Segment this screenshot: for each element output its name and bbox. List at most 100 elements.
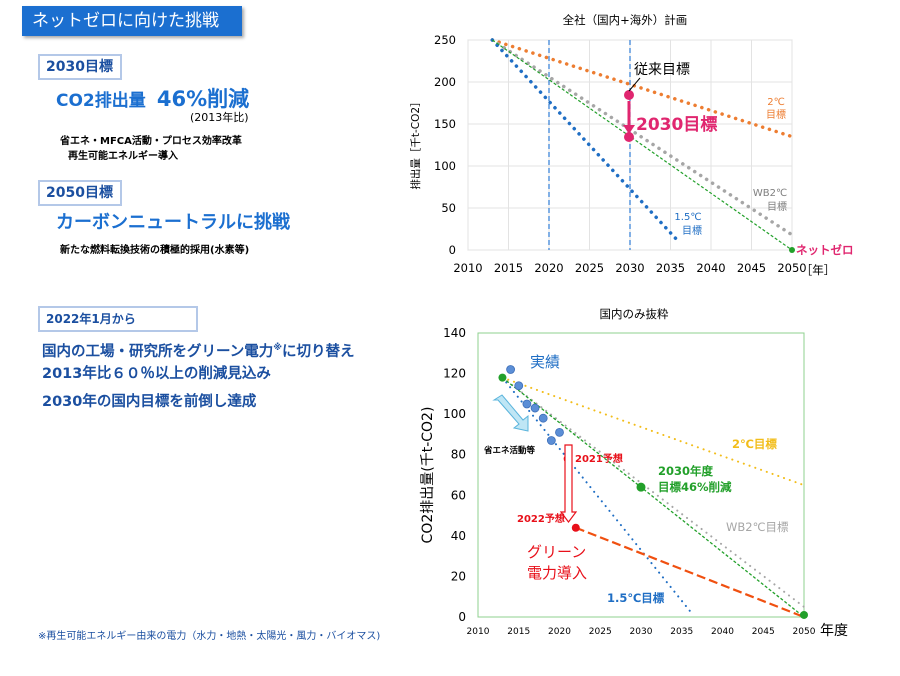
target-2050-headline: カーボンニュートラルに挑戦 — [56, 212, 290, 233]
chart1-netzero-label: ネットゼロ — [796, 243, 854, 257]
chart2-ytick-label: 100 — [443, 407, 466, 421]
chart2-actual-point — [506, 365, 515, 374]
chart2-actual-point — [522, 399, 532, 409]
chart2-series-line — [501, 376, 805, 608]
since-line-1: 国内の工場・研究所をグリーン電力※に切り替え — [42, 340, 355, 361]
chart1-xlabel: ［年］ — [801, 263, 836, 277]
chart2-2c-label: 2℃目標 — [732, 437, 777, 451]
chart2-xtick-label: 2025 — [589, 627, 612, 637]
chart2-series-line — [501, 376, 691, 612]
chart2-plot-area — [477, 332, 805, 618]
chart1-ytick-label: 0 — [449, 243, 456, 257]
chart1-series-line — [491, 39, 793, 251]
chart2-ylabel: CO2排出量(千t-CO2) — [420, 407, 436, 544]
chart1-series-line — [490, 38, 681, 244]
since-line-2: 2013年比６０％以上の削減見込み — [42, 366, 271, 382]
chart1-series — [490, 38, 795, 253]
legacy-target-marker — [624, 90, 634, 100]
chart2-ytick-label: 0 — [458, 610, 466, 624]
chart1-ytick-label: 250 — [434, 33, 456, 47]
chart1-title: 全社（国内+海外）計画 — [563, 13, 688, 27]
chart2-ytick-label: 60 — [451, 488, 466, 502]
chart1-ytick-label: 200 — [434, 75, 456, 89]
chart2-ytick-label: 40 — [451, 529, 466, 543]
since-line-1b: に切り替え — [282, 344, 355, 360]
chart1-ticks: 0 50 100 150 200 250 2010 2015 2020 2025 2030 2035 2… — [434, 33, 807, 275]
chart2-xtick-label: 2010 — [467, 627, 490, 637]
actual-label: 実績 — [530, 353, 560, 371]
co2-label: CO2排出量 — [56, 91, 146, 111]
chart1-series-line — [490, 38, 794, 139]
chart1-15c-label-2: 目標 — [682, 224, 702, 237]
chart2-15c-label: 1.5℃目標 — [607, 591, 665, 605]
chart2-xtick-label: 2050 — [793, 627, 816, 637]
chart1-xtick-label: 2045 — [737, 261, 766, 275]
chart2-ytick-label: 120 — [443, 367, 466, 381]
since-line-3: 2030年の国内目標を前倒し達成 — [42, 394, 257, 410]
chart2-target-label-1: 2030年度 — [658, 464, 714, 478]
chart2-xlabel: 年度 — [820, 623, 848, 639]
target-2050-tag: 2050目標 — [38, 180, 122, 206]
green-power-label-2: 電力導入 — [527, 564, 587, 582]
chart2-key-point — [571, 523, 580, 532]
chart2-actual-point — [538, 413, 548, 423]
chart2-ytick-label: 20 — [451, 569, 466, 583]
since-line-1a: 国内の工場・研究所をグリーン電力 — [42, 344, 274, 360]
chart1-xtick-label: 2040 — [696, 261, 725, 275]
chart1-reference-lines — [548, 40, 631, 250]
new-target-marker — [624, 132, 634, 142]
chart1-xtick-label: 2010 — [453, 261, 482, 275]
chart2-xtick-label: 2035 — [670, 627, 693, 637]
reduction-46: 46%削減 — [156, 87, 250, 111]
chart1-netzero-point — [789, 247, 795, 253]
since-2022-tag: 2022年1月から — [38, 306, 198, 332]
chart1-2c-label-2: 目標 — [766, 108, 786, 121]
chart2-actual-point — [530, 403, 540, 413]
chart1-2c-label-1: 2℃ — [767, 97, 785, 108]
target-2030-headline: CO2排出量 46%削減 — [56, 83, 249, 113]
chart-global-plan: 全社（国内+海外）計画 0 50 100 150 200 250 2010 2015 2020 2… — [409, 13, 854, 277]
chart1-ylabel: 排出量［千t-CO2］ — [409, 96, 422, 189]
chart1-ytick-label: 50 — [441, 201, 456, 215]
forecast-2021-label: 2021予想 — [575, 452, 623, 465]
footnote-mark: ※ — [273, 343, 283, 354]
chart2-wb2c-label: WB2℃目標 — [726, 520, 789, 534]
chart1-15c-label-1: 1.5℃ — [674, 212, 701, 223]
chart1-series-line — [490, 38, 794, 237]
chart2-series-line — [575, 526, 805, 619]
base-year-note: (2013年比) — [190, 111, 249, 124]
chart1-xtick-label: 2030 — [615, 261, 644, 275]
target-shift-arrowhead — [623, 125, 635, 134]
chart2-xtick-label: 2020 — [548, 627, 571, 637]
chart2-target-label-2: 目標46%削減 — [658, 480, 732, 494]
chart2-actual-point — [546, 436, 556, 445]
chart1-xtick-label: 2020 — [534, 261, 563, 275]
chart2-ytick-label: 140 — [443, 326, 466, 340]
footnote: ※再生可能エネルギー由来の電力（水力・地熱・太陽光・風力・バイオマス) — [38, 631, 381, 642]
chart1-wb2c-label-2: 目標 — [767, 200, 787, 213]
target-2030-tag: 2030目標 — [38, 54, 122, 80]
chart1-ytick-label: 100 — [434, 159, 456, 173]
target-2030-detail-1: 省エネ・MFCA活動・プロセス効率改革 — [60, 136, 242, 147]
chart2-xtick-label: 2040 — [711, 627, 734, 637]
chart2-ytick-label: 80 — [451, 448, 466, 462]
legacy-target-label: 従来目標 — [634, 62, 690, 78]
chart1-wb2c-label-1: WB2℃ — [753, 188, 787, 199]
chart1-xtick-label: 2015 — [494, 261, 523, 275]
target-2030-detail-2: 再生可能エネルギー導入 — [68, 151, 178, 162]
chart2-title: 国内のみ抜粋 — [600, 307, 669, 321]
new-target-label: 2030目標 — [636, 114, 717, 135]
target-2050-detail: 新たな燃料転換技術の積極的採用(水素等) — [60, 245, 250, 256]
page-banner: ネットゼロに向けた挑戦 — [22, 6, 242, 36]
chart1-ytick-label: 150 — [434, 117, 456, 131]
chart2-xtick-label: 2030 — [630, 627, 653, 637]
green-power-label-1: グリーン — [527, 543, 586, 561]
energy-saving-label: 省エネ活動等 — [483, 445, 536, 456]
chart2-key-point — [800, 610, 808, 619]
energy-saving-arrow — [492, 394, 529, 432]
chart2-xtick-label: 2015 — [507, 627, 530, 637]
chart2-key-point — [636, 482, 646, 492]
chart2-xtick-label: 2045 — [752, 627, 775, 637]
